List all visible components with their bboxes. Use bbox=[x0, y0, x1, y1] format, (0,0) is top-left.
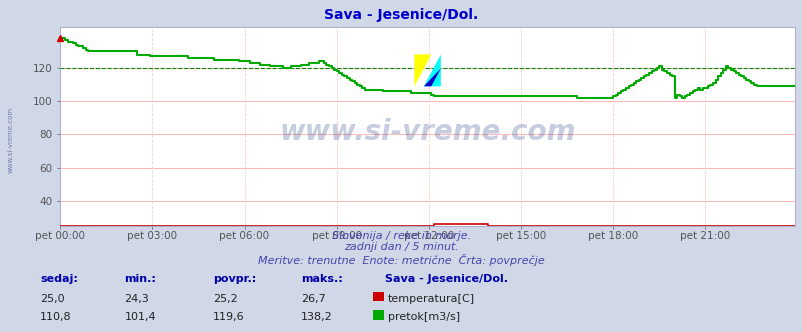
Text: min.:: min.: bbox=[124, 274, 156, 284]
Text: sedaj:: sedaj: bbox=[40, 274, 78, 284]
Text: Slovenija / reke in morje.: Slovenija / reke in morje. bbox=[331, 231, 471, 241]
Text: 101,4: 101,4 bbox=[124, 312, 156, 322]
Text: maks.:: maks.: bbox=[301, 274, 342, 284]
Text: 138,2: 138,2 bbox=[301, 312, 333, 322]
Text: temperatura[C]: temperatura[C] bbox=[387, 294, 474, 304]
Text: 110,8: 110,8 bbox=[40, 312, 71, 322]
Text: Sava - Jesenice/Dol.: Sava - Jesenice/Dol. bbox=[385, 274, 508, 284]
Text: www.si-vreme.com: www.si-vreme.com bbox=[279, 118, 575, 146]
Text: 24,3: 24,3 bbox=[124, 294, 149, 304]
Text: 25,0: 25,0 bbox=[40, 294, 65, 304]
Polygon shape bbox=[423, 68, 440, 86]
Text: pretok[m3/s]: pretok[m3/s] bbox=[387, 312, 460, 322]
Polygon shape bbox=[414, 54, 431, 86]
Text: Sava - Jesenice/Dol.: Sava - Jesenice/Dol. bbox=[324, 8, 478, 22]
Text: povpr.:: povpr.: bbox=[213, 274, 256, 284]
Text: 25,2: 25,2 bbox=[213, 294, 237, 304]
Text: 119,6: 119,6 bbox=[213, 312, 244, 322]
Text: Meritve: trenutne  Enote: metrične  Črta: povprečje: Meritve: trenutne Enote: metrične Črta: … bbox=[257, 254, 545, 266]
Text: 26,7: 26,7 bbox=[301, 294, 326, 304]
Polygon shape bbox=[423, 54, 440, 86]
Text: zadnji dan / 5 minut.: zadnji dan / 5 minut. bbox=[343, 242, 459, 252]
Text: www.si-vreme.com: www.si-vreme.com bbox=[7, 106, 14, 173]
